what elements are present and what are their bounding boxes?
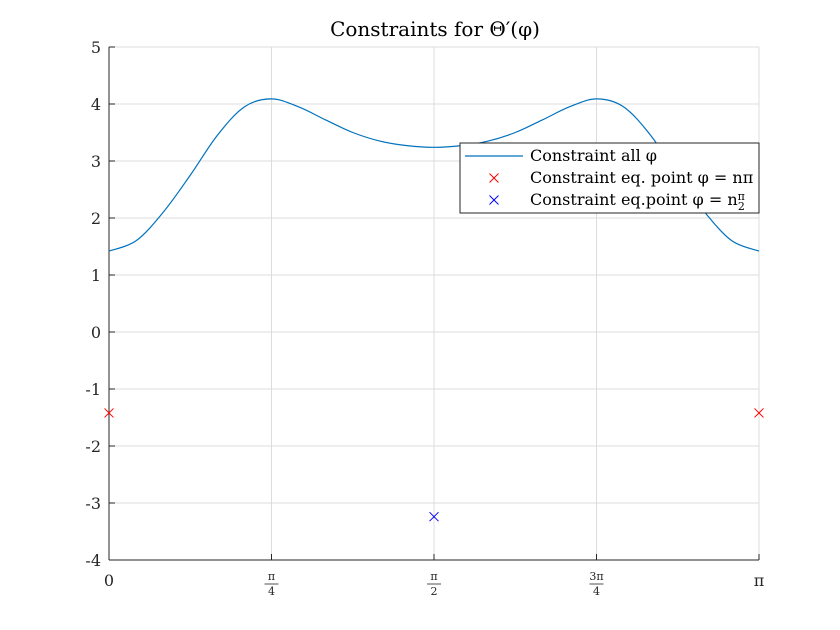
legend-label: Constraint eq. point φ = nπ: [530, 168, 753, 187]
legend-item: Constraint eq.point φ = nπ 2: [489, 190, 745, 213]
svg-text:π: π: [268, 570, 275, 583]
legend-marker-swatch: [489, 195, 499, 205]
axes: [108, 46, 760, 561]
y-tick-label: 3: [91, 152, 101, 171]
legend-label: Constraint all φ: [530, 146, 657, 165]
series-layer: [104, 98, 764, 522]
x-tick-label: π4: [264, 570, 279, 598]
y-tick-label: 5: [91, 38, 101, 57]
legend-box: [459, 142, 760, 214]
svg-text:3π: 3π: [589, 570, 603, 583]
y-tick-label: 0: [91, 323, 101, 342]
series-point-1: [754, 408, 764, 418]
legend-marker-swatch: [489, 173, 499, 183]
y-tick-label: -4: [85, 551, 101, 570]
x-tick-label: 0: [104, 571, 114, 590]
grid: [108, 46, 760, 561]
y-tick-label: -2: [85, 437, 101, 456]
svg-text:4: 4: [593, 585, 600, 598]
svg-text:4: 4: [268, 585, 275, 598]
chart-title: Constraints for Θ′(φ): [330, 17, 540, 41]
series-point-1: [104, 408, 114, 418]
series-point-2: [429, 511, 439, 522]
y-tick-label: -1: [85, 380, 101, 399]
series-line-constraint-all: [108, 98, 760, 252]
x-tick-label: π: [754, 571, 765, 590]
legend: Constraint all φ Constraint eq. point φ =…: [459, 142, 760, 214]
y-tick-labels: 5 4 3 2 1 0 -1 -2 -3 -4: [85, 38, 101, 570]
x-tick-label: π2: [427, 570, 441, 598]
legend-item: Constraint all φ: [465, 146, 657, 165]
y-tick-label: -3: [85, 494, 101, 513]
svg-text:2: 2: [431, 585, 438, 598]
y-tick-label: 2: [91, 209, 101, 228]
legend-label: Constraint eq.point φ = nπ 2: [530, 190, 745, 213]
x-tick-label: 3π4: [589, 570, 603, 598]
y-tick-label: 1: [91, 266, 101, 285]
legend-item: Constraint eq. point φ = nπ: [489, 168, 753, 187]
svg-text:π: π: [430, 570, 437, 583]
y-tick-label: 4: [91, 95, 101, 114]
